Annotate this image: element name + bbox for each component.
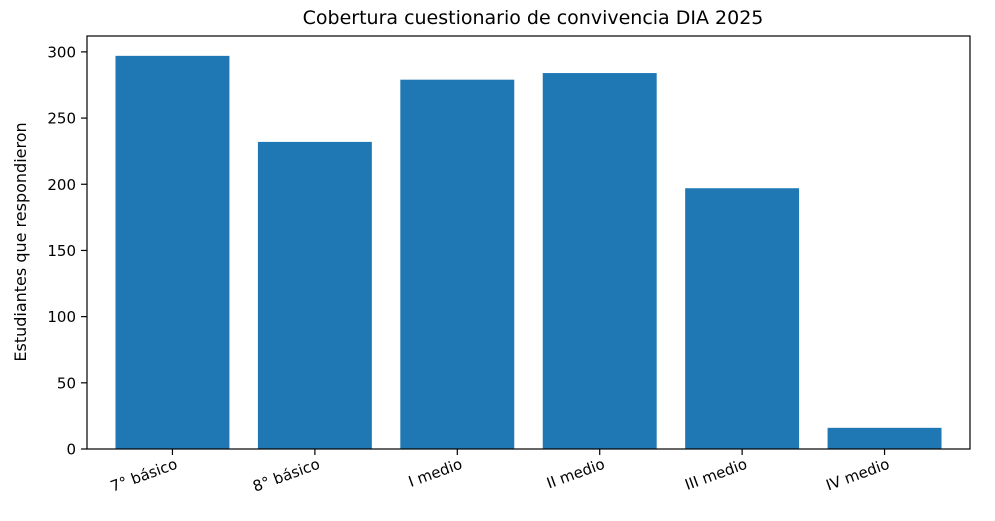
y-tick-label-3: 150 — [47, 242, 76, 260]
x-tick-label-2: I medio — [406, 455, 465, 491]
y-tick-label-5: 250 — [47, 110, 76, 128]
bar-0 — [115, 55, 230, 449]
plot-area: 0 50 100 150 200 250 300 7° básico 8° básico I me… — [47, 35, 971, 496]
y-axis-label: Estudiantes que respondieron — [11, 122, 30, 361]
bar-2 — [400, 79, 515, 450]
y-tick-label-6: 300 — [47, 43, 76, 61]
x-tick-label-4: III medio — [682, 455, 749, 494]
x-tick-label-3: II medio — [544, 455, 607, 493]
bar-1 — [257, 141, 372, 449]
x-tick-label-0: 7° básico — [108, 455, 180, 496]
bar-3 — [542, 73, 657, 450]
x-tick-label-5: IV medio — [824, 455, 892, 495]
y-tick-label-1: 50 — [57, 374, 76, 392]
y-tick-label-2: 100 — [47, 308, 76, 326]
axes-frame — [86, 35, 971, 450]
y-tick-label-0: 0 — [66, 441, 76, 459]
bar-5 — [827, 427, 942, 449]
chart-title: Cobertura cuestionario de convivencia DI… — [303, 7, 764, 29]
bar-4 — [685, 188, 800, 449]
x-tick-label-1: 8° básico — [250, 455, 322, 496]
y-tick-label-4: 200 — [47, 176, 76, 194]
